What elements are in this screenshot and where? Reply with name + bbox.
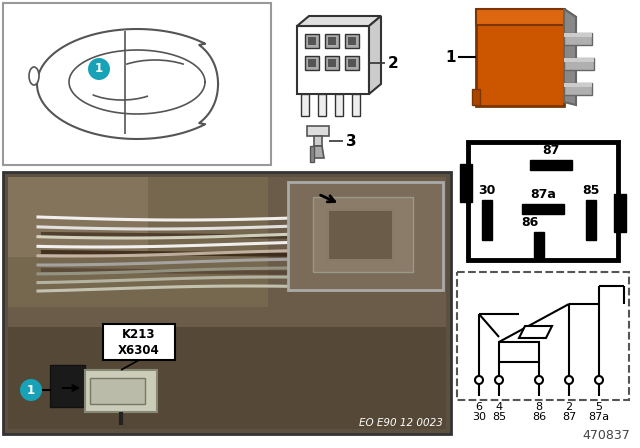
- Text: 470837: 470837: [582, 429, 630, 442]
- Polygon shape: [564, 9, 576, 105]
- Bar: [564, 58, 594, 70]
- Bar: [307, 126, 329, 136]
- Polygon shape: [476, 9, 576, 25]
- Bar: [345, 56, 359, 70]
- Bar: [8, 177, 446, 429]
- Bar: [305, 34, 319, 48]
- Bar: [308, 37, 316, 45]
- Bar: [522, 204, 564, 214]
- Bar: [305, 56, 319, 70]
- Text: 86: 86: [522, 216, 539, 229]
- Bar: [8, 177, 148, 257]
- Bar: [297, 26, 369, 94]
- Bar: [288, 182, 443, 290]
- Bar: [90, 378, 145, 404]
- Circle shape: [595, 376, 603, 384]
- Text: 30: 30: [478, 184, 496, 197]
- Bar: [499, 342, 539, 362]
- Bar: [3, 172, 451, 434]
- Polygon shape: [369, 16, 381, 94]
- Bar: [103, 324, 175, 360]
- Bar: [308, 59, 316, 67]
- Text: 2: 2: [388, 56, 399, 70]
- Circle shape: [565, 376, 573, 384]
- Text: 86: 86: [532, 412, 546, 422]
- Text: 2: 2: [565, 402, 573, 412]
- Bar: [8, 177, 268, 307]
- Circle shape: [88, 58, 110, 80]
- Bar: [348, 59, 356, 67]
- Text: 30: 30: [472, 412, 486, 422]
- Text: EO E90 12 0023: EO E90 12 0023: [359, 418, 443, 428]
- Bar: [314, 136, 322, 146]
- Bar: [564, 58, 594, 62]
- Bar: [318, 94, 326, 116]
- Bar: [482, 200, 492, 240]
- Bar: [457, 272, 629, 400]
- Bar: [534, 232, 544, 260]
- Bar: [3, 3, 271, 165]
- Bar: [8, 327, 446, 429]
- Text: 87a: 87a: [588, 412, 609, 422]
- Bar: [345, 34, 359, 48]
- Bar: [476, 9, 564, 106]
- Bar: [328, 37, 336, 45]
- Bar: [335, 94, 343, 116]
- Bar: [328, 210, 393, 260]
- Bar: [564, 33, 592, 45]
- Ellipse shape: [29, 67, 39, 85]
- Text: 87: 87: [562, 412, 576, 422]
- Bar: [50, 365, 85, 407]
- Text: 1: 1: [27, 383, 35, 396]
- Text: 87: 87: [542, 144, 560, 157]
- Text: 1: 1: [95, 63, 103, 76]
- Text: 85: 85: [492, 412, 506, 422]
- Bar: [468, 142, 618, 260]
- Polygon shape: [312, 146, 324, 158]
- Bar: [313, 197, 413, 272]
- Bar: [325, 34, 339, 48]
- Bar: [348, 37, 356, 45]
- Bar: [460, 164, 472, 202]
- Text: K213: K213: [122, 328, 156, 341]
- Text: 87a: 87a: [530, 188, 556, 201]
- Text: 5: 5: [595, 402, 602, 412]
- Text: 1: 1: [445, 49, 456, 65]
- Bar: [564, 33, 592, 37]
- Text: X6304: X6304: [118, 344, 160, 357]
- Bar: [85, 370, 157, 412]
- Polygon shape: [519, 326, 552, 338]
- Circle shape: [475, 376, 483, 384]
- Bar: [301, 94, 309, 116]
- Circle shape: [20, 379, 42, 401]
- Text: 6: 6: [476, 402, 483, 412]
- Bar: [472, 89, 480, 105]
- Circle shape: [495, 376, 503, 384]
- Text: 85: 85: [582, 184, 600, 197]
- Bar: [564, 83, 592, 95]
- Bar: [325, 56, 339, 70]
- Bar: [530, 160, 572, 170]
- Text: 3: 3: [346, 134, 356, 148]
- Polygon shape: [297, 16, 381, 26]
- Text: 8: 8: [536, 402, 543, 412]
- Bar: [586, 200, 596, 240]
- Bar: [564, 83, 592, 87]
- Bar: [352, 94, 360, 116]
- Bar: [310, 146, 314, 162]
- Bar: [614, 194, 626, 232]
- Circle shape: [535, 376, 543, 384]
- Bar: [328, 59, 336, 67]
- Text: 4: 4: [495, 402, 502, 412]
